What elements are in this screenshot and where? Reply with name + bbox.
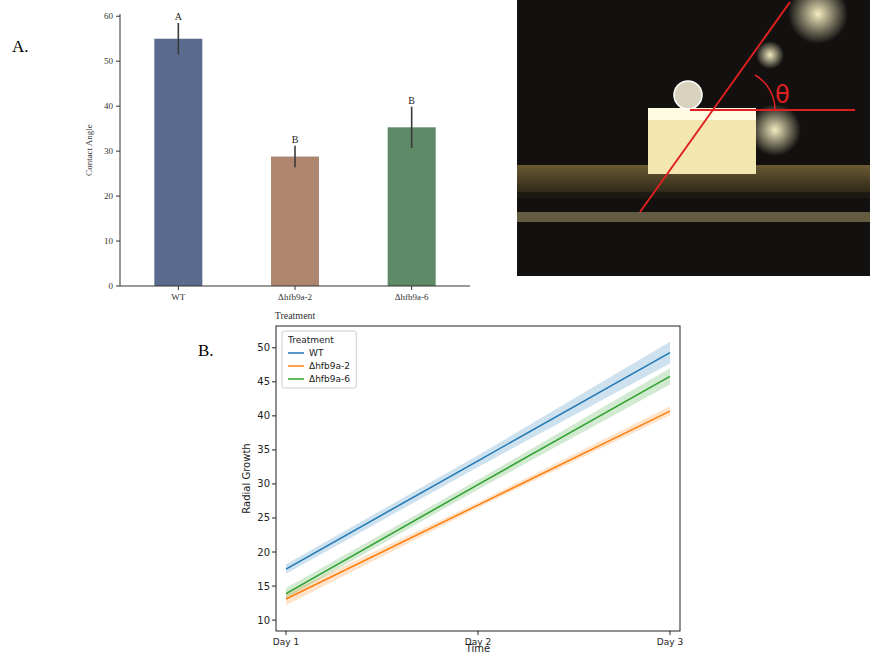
legend-box <box>282 331 356 388</box>
y-tick-label: 45 <box>257 376 270 387</box>
y-tick-label: 15 <box>257 581 270 592</box>
photo: θ <box>517 0 870 276</box>
y-tick <box>272 586 276 587</box>
confidence-band <box>286 368 670 598</box>
y-tick-label: 60 <box>104 11 114 21</box>
figure: A.B.ABB0102030405060WTΔhfb9a-2Δhfb9a-6Tr… <box>0 0 875 656</box>
y-tick-label: 20 <box>257 547 270 558</box>
y-tick-label: 40 <box>104 101 114 111</box>
series-line <box>286 411 670 599</box>
droplet <box>674 81 702 109</box>
legend-swatch <box>288 365 304 367</box>
light-glare <box>788 0 848 44</box>
y-tick <box>272 620 276 621</box>
x-tick-label: Δhfb9a-6 <box>395 292 429 302</box>
agar-block <box>648 108 756 174</box>
stage-reflection <box>517 212 870 222</box>
plot-frame <box>276 326 680 631</box>
stage-edge <box>517 192 870 198</box>
y-tick-label: 50 <box>104 56 114 66</box>
y-tick <box>116 106 120 107</box>
significance-letter: B <box>292 134 299 145</box>
legend-swatch <box>288 352 304 354</box>
panel-label: B. <box>198 341 214 360</box>
y-tick-label: 0 <box>109 281 114 291</box>
line-chart: 101520253035404550Day 1Day 2Day 3TimeRad… <box>241 326 683 654</box>
y-tick-label: 10 <box>257 615 270 626</box>
error-bar <box>411 107 413 148</box>
bar <box>271 157 319 286</box>
x-tick <box>478 631 479 635</box>
y-axis <box>120 14 121 286</box>
error-bar <box>294 146 296 168</box>
legend-label: WT <box>309 348 324 358</box>
y-tick <box>116 16 120 17</box>
y-tick-label: 25 <box>257 512 270 523</box>
y-axis-title: Radial Growth <box>241 443 252 513</box>
y-tick <box>116 286 120 287</box>
y-tick-label: 30 <box>104 146 114 156</box>
y-tick <box>116 61 120 62</box>
light-glare <box>749 104 801 156</box>
x-tick-label: Day 1 <box>273 637 299 647</box>
y-tick <box>272 381 276 382</box>
x-tick-label: WT <box>171 292 185 302</box>
bar-chart: A B B 0 10 20 30 40 50 60 WT Δhfb9a-2 Δhfb9a-6 Treatm… <box>84 11 470 321</box>
y-tick <box>272 552 276 553</box>
y-tick <box>272 415 276 416</box>
y-tick <box>116 151 120 152</box>
y-axis-title: Contact Angle <box>84 124 94 176</box>
baseline <box>690 109 855 111</box>
legend-label: Δhfb9a-6 <box>309 374 350 384</box>
confidence-band <box>286 342 670 574</box>
significance-letter: B <box>408 95 415 106</box>
legend-swatch <box>288 378 304 380</box>
legend: Treatment WT Δhfb9a-2 Δhfb9a-6 <box>282 331 356 388</box>
bar <box>388 127 436 286</box>
y-tick <box>272 347 276 348</box>
x-tick <box>411 286 412 290</box>
y-tick-label: 40 <box>257 410 270 421</box>
x-tick <box>286 631 287 635</box>
y-tick <box>272 517 276 518</box>
legend-title: Treatment <box>287 335 334 345</box>
x-tick-label: Day 3 <box>657 637 683 647</box>
tangent-line <box>640 2 790 212</box>
x-axis-title: Time <box>465 643 490 654</box>
angle-arc <box>755 75 775 110</box>
panel-label: A. <box>12 37 29 56</box>
y-tick-label: 35 <box>257 444 270 455</box>
bars <box>154 23 435 286</box>
y-tick <box>116 196 120 197</box>
angle-symbol: θ <box>775 81 790 109</box>
x-tick <box>295 286 296 290</box>
y-tick-label: 10 <box>104 236 114 246</box>
x-tick <box>670 631 671 635</box>
confidence-band <box>286 406 670 605</box>
error-bar <box>178 23 180 54</box>
x-axis-title: Treatment <box>275 310 316 321</box>
series <box>286 342 670 605</box>
y-tick-label: 50 <box>257 342 270 353</box>
y-tick <box>116 241 120 242</box>
series-line <box>286 376 670 593</box>
y-tick-label: 20 <box>104 191 114 201</box>
significance-letter: A <box>175 11 183 22</box>
y-tick-label: 30 <box>257 478 270 489</box>
y-tick <box>272 483 276 484</box>
y-tick <box>272 449 276 450</box>
legend-label: Δhfb9a-2 <box>309 361 350 371</box>
bar <box>154 39 202 286</box>
x-tick <box>178 286 179 290</box>
x-tick-label: Δhfb9a-2 <box>278 292 312 302</box>
